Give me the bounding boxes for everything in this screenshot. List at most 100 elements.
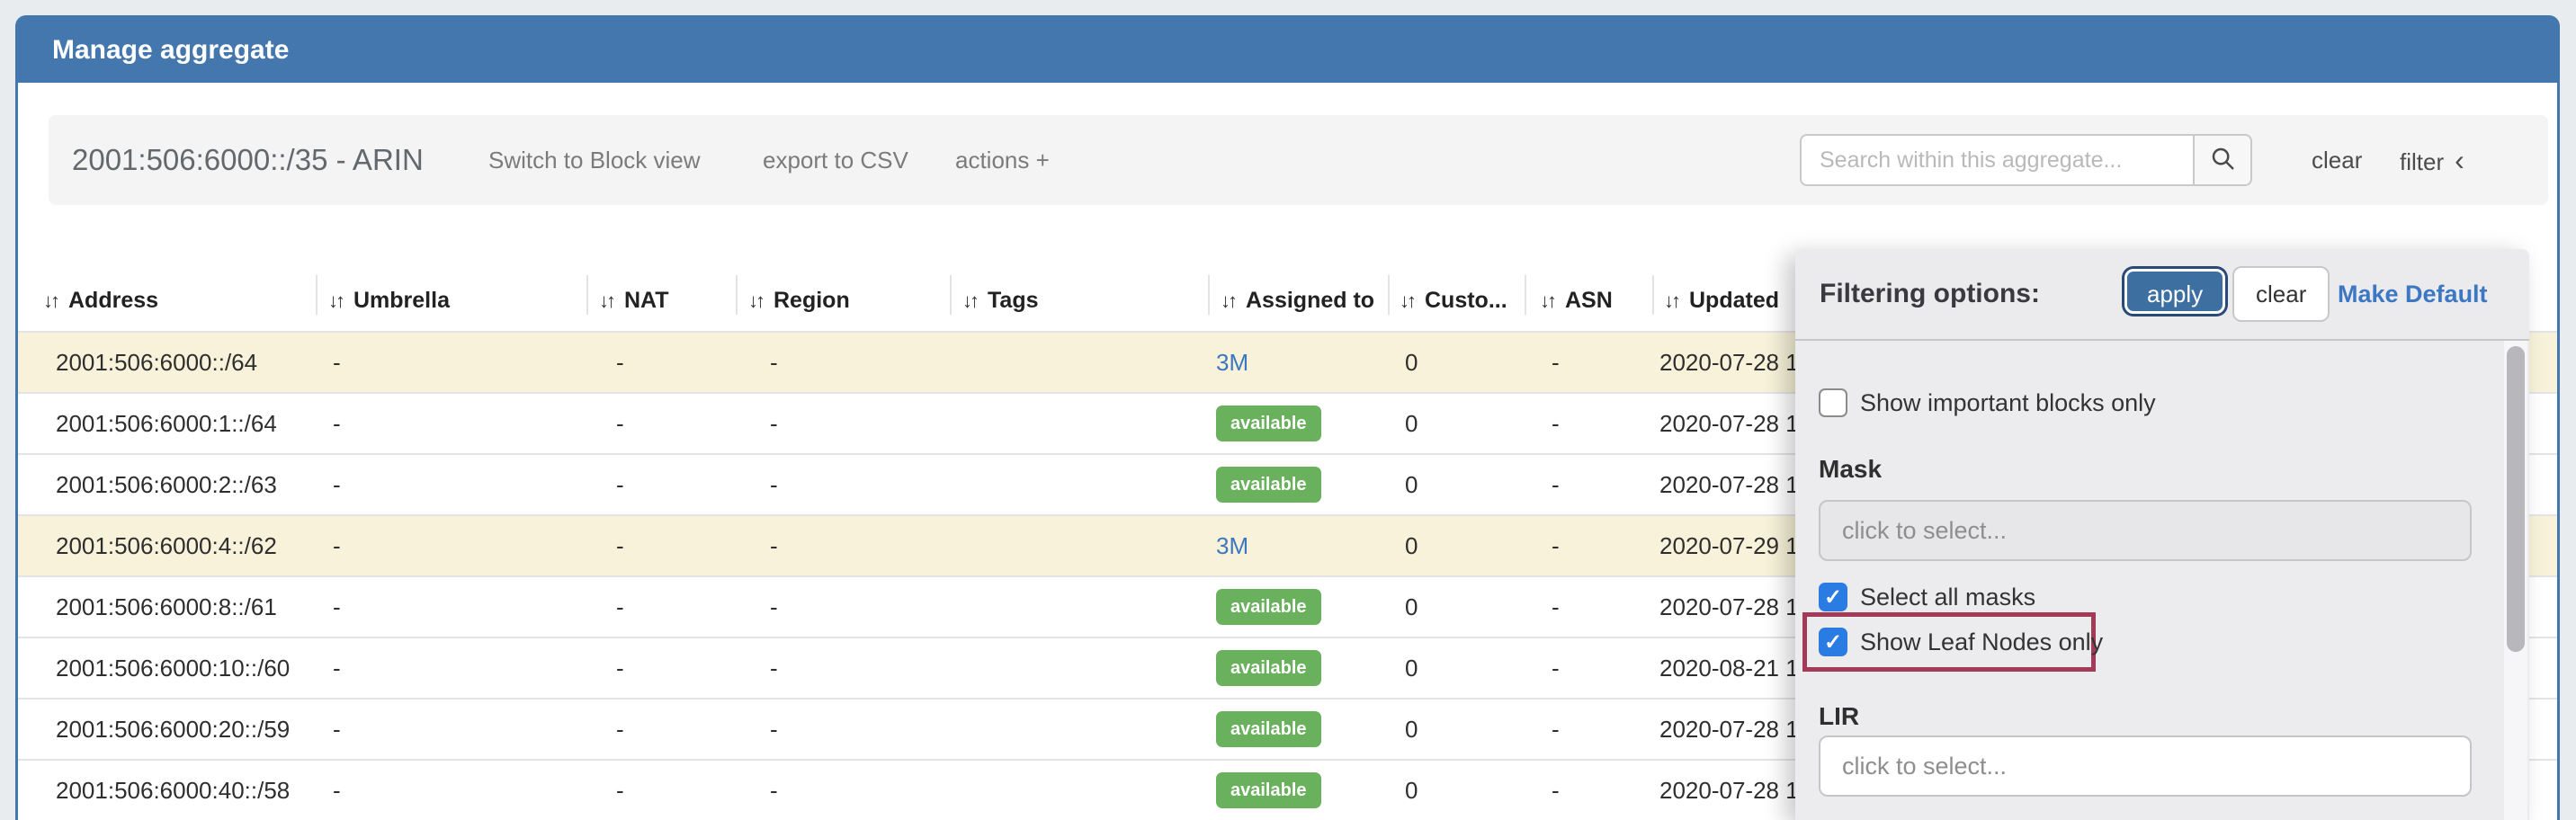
column-header-asn[interactable]: ↓↑ ASN — [1540, 270, 1613, 331]
clear-filters-button[interactable]: clear — [2232, 266, 2330, 322]
check-icon: ✓ — [1823, 584, 1843, 610]
filter-toggle-link[interactable]: filter ‹ — [2400, 115, 2464, 207]
column-label: Tags — [988, 288, 1039, 313]
sort-icon: ↓↑ — [43, 290, 60, 312]
column-header-tags[interactable]: ↓↑ Tags — [962, 270, 1039, 331]
switch-to-block-view-link[interactable]: Switch to Block view — [488, 147, 701, 174]
assigned-to-link[interactable]: 3M — [1216, 532, 1249, 559]
column-header-updated[interactable]: ↓↑ Updated — [1664, 270, 1779, 331]
status-badge: available — [1216, 406, 1321, 441]
cell-address: 2001:506:6000:20::/59 — [56, 716, 291, 743]
sort-icon: ↓↑ — [962, 290, 979, 312]
cell-region: - — [770, 471, 778, 498]
cell-customers: 0 — [1405, 593, 1418, 620]
search-button[interactable] — [2193, 134, 2252, 186]
apply-button[interactable]: apply — [2124, 269, 2226, 314]
cell-nat: - — [616, 593, 624, 620]
column-header-region[interactable]: ↓↑ Region — [748, 270, 850, 331]
chevron-left-icon: ‹ — [2455, 144, 2464, 176]
cell-region: - — [770, 655, 778, 682]
cell-customers: 0 — [1405, 777, 1418, 804]
status-badge: available — [1216, 467, 1321, 503]
sort-icon: ↓↑ — [1400, 290, 1417, 312]
column-separator — [1388, 275, 1390, 315]
cell-nat: - — [616, 532, 624, 559]
cell-region: - — [770, 410, 778, 437]
cell-customers: 0 — [1405, 349, 1418, 376]
make-default-link[interactable]: Make Default — [2338, 281, 2488, 308]
cell-asn: - — [1552, 471, 1560, 498]
cell-region: - — [770, 777, 778, 804]
lir-select-input[interactable] — [1819, 735, 2472, 797]
sort-icon: ↓↑ — [1664, 290, 1681, 312]
sort-icon: ↓↑ — [1540, 290, 1557, 312]
cell-umbrella: - — [333, 716, 341, 743]
sort-icon: ↓↑ — [328, 290, 345, 312]
cell-updated: 2020-07-28 1 — [1659, 716, 1799, 743]
cell-umbrella: - — [333, 532, 341, 559]
column-header-customers[interactable]: ↓↑ Custo... — [1400, 270, 1507, 331]
cell-updated: 2020-07-28 1 — [1659, 410, 1799, 437]
cell-umbrella: - — [333, 777, 341, 804]
column-header-nat[interactable]: ↓↑ NAT — [599, 270, 669, 331]
cell-asn: - — [1552, 349, 1560, 376]
column-separator — [586, 275, 588, 315]
lir-section-label: LIR — [1819, 702, 1860, 730]
mask-select-input[interactable] — [1819, 500, 2472, 561]
cell-nat: - — [616, 349, 624, 376]
assigned-to-link[interactable]: 3M — [1216, 349, 1249, 376]
column-header-address[interactable]: ↓↑ Address — [43, 270, 158, 331]
cell-nat: - — [616, 777, 624, 804]
clear-search-link[interactable]: clear — [2312, 147, 2363, 174]
column-separator — [1208, 275, 1210, 315]
column-label: NAT — [624, 288, 669, 313]
column-label: Assigned to — [1246, 288, 1375, 313]
cell-customers: 0 — [1405, 471, 1418, 498]
cell-address: 2001:506:6000:1::/64 — [56, 410, 277, 437]
filter-label: filter — [2400, 148, 2445, 175]
show-leaf-nodes-checkbox[interactable]: ✓ — [1819, 628, 1847, 656]
status-badge: available — [1216, 711, 1321, 747]
column-separator — [1652, 275, 1654, 315]
cell-address: 2001:506:6000:8::/61 — [56, 593, 277, 620]
select-all-masks-label: Select all masks — [1860, 584, 2036, 611]
show-leaf-nodes-label: Show Leaf Nodes only — [1860, 628, 2104, 655]
column-label: Custo... — [1425, 288, 1507, 313]
search-icon — [2209, 145, 2236, 176]
cell-customers: 0 — [1405, 410, 1418, 437]
search-input[interactable] — [1800, 134, 2193, 186]
cell-customers: 0 — [1405, 655, 1418, 682]
cell-umbrella: - — [333, 655, 341, 682]
page-title: Manage aggregate — [52, 35, 290, 65]
panel-scrollbar-thumb[interactable] — [2507, 346, 2525, 652]
cell-asn: - — [1552, 655, 1560, 682]
column-separator — [1525, 275, 1526, 315]
cell-asn: - — [1552, 716, 1560, 743]
panel-scrollbar-track — [2504, 341, 2527, 820]
select-all-masks-checkbox[interactable]: ✓ — [1819, 583, 1847, 611]
cell-region: - — [770, 593, 778, 620]
cell-asn: - — [1552, 593, 1560, 620]
cell-updated: 2020-07-28 1 — [1659, 471, 1799, 498]
cell-updated: 2020-07-28 1 — [1659, 349, 1799, 376]
actions-menu-link[interactable]: actions + — [955, 147, 1050, 174]
column-label: Updated — [1689, 288, 1779, 313]
cell-umbrella: - — [333, 471, 341, 498]
cell-asn: - — [1552, 410, 1560, 437]
show-important-blocks-checkbox[interactable] — [1819, 388, 1847, 417]
export-to-csv-link[interactable]: export to CSV — [763, 147, 908, 174]
filter-panel-title: Filtering options: — [1820, 279, 2040, 308]
aggregate-toolbar: 2001:506:6000::/35 - ARIN Switch to Bloc… — [49, 115, 2548, 205]
status-badge: available — [1216, 589, 1321, 625]
column-label: ASN — [1565, 288, 1613, 313]
column-header-umbrella[interactable]: ↓↑ Umbrella — [328, 270, 450, 331]
check-icon: ✓ — [1823, 629, 1843, 655]
column-separator — [736, 275, 738, 315]
cell-umbrella: - — [333, 593, 341, 620]
cell-umbrella: - — [333, 410, 341, 437]
column-header-assigned[interactable]: ↓↑ Assigned to — [1221, 270, 1374, 331]
cell-customers: 0 — [1405, 716, 1418, 743]
cell-address: 2001:506:6000:2::/63 — [56, 471, 277, 498]
cell-nat: - — [616, 655, 624, 682]
